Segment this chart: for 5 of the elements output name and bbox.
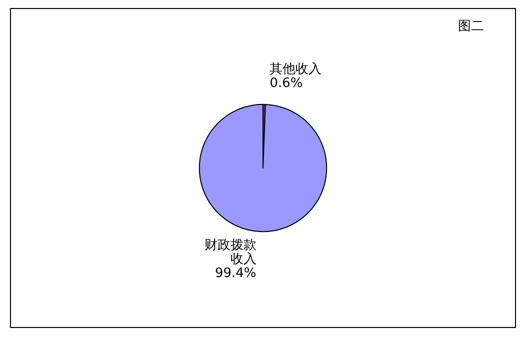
slice-label: 其他收入 xyxy=(270,62,322,77)
text: 图二 xyxy=(458,19,484,34)
slice-label: 财政拨款收入 xyxy=(204,238,256,268)
data-label: 0.6% xyxy=(270,76,303,91)
data-label: 99.4% xyxy=(214,266,256,282)
